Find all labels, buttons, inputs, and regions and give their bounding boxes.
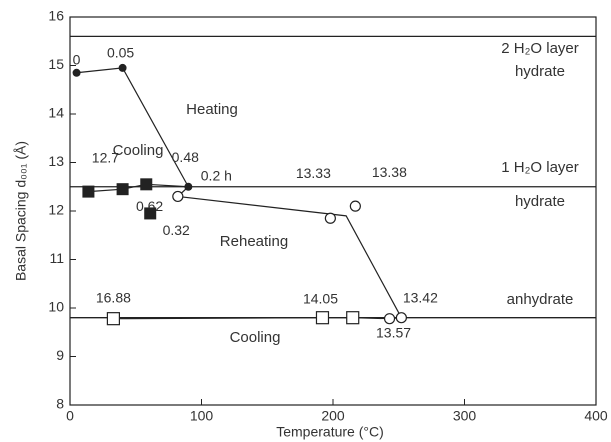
y-tick-label: 11 xyxy=(49,250,64,266)
point-label: 0.48 xyxy=(172,149,199,165)
point xyxy=(106,312,120,326)
x-tick-label: 0 xyxy=(66,408,74,424)
point xyxy=(324,212,336,224)
y-tick-label: 9 xyxy=(56,347,64,363)
y-axis-label: Basal Spacing d₀₀₁ (Å) xyxy=(13,141,29,281)
point xyxy=(172,190,184,203)
point xyxy=(118,63,127,72)
x-tick-label: 300 xyxy=(453,408,477,424)
x-tick-label: 200 xyxy=(321,408,345,424)
annotation: 1 H₂O layer xyxy=(501,159,579,176)
point xyxy=(82,185,95,198)
point-label: 13.57 xyxy=(376,324,411,340)
connector-line xyxy=(176,186,402,318)
point-label: 14.05 xyxy=(303,290,338,306)
y-tick-label: 12 xyxy=(48,202,64,218)
y-tick-label: 14 xyxy=(48,105,64,121)
point xyxy=(383,313,396,325)
annotation: hydrate xyxy=(515,193,565,210)
point xyxy=(315,311,330,325)
annotation: Heating xyxy=(186,101,238,118)
point-label: 0.2 h xyxy=(201,167,232,183)
x-tick-label: 400 xyxy=(584,408,608,424)
point xyxy=(346,311,360,325)
x-tick-label: 100 xyxy=(190,408,214,424)
point-label: 12.7 xyxy=(92,149,119,165)
y-tick-label: 15 xyxy=(48,56,64,72)
point xyxy=(144,207,157,220)
y-tick-label: 8 xyxy=(56,396,64,412)
point-label: 13.42 xyxy=(403,289,438,305)
point-label: 0.32 xyxy=(163,222,190,238)
point xyxy=(72,68,81,77)
point xyxy=(184,182,193,191)
point xyxy=(116,183,129,196)
annotation: 2 H₂O layer xyxy=(501,40,579,57)
annotation: anhydrate xyxy=(507,291,574,308)
annotation: Reheating xyxy=(220,233,288,250)
point-label: 13.38 xyxy=(372,164,407,180)
connector-line xyxy=(76,67,189,188)
y-tick-label: 16 xyxy=(48,8,64,24)
point-label: 16.88 xyxy=(96,289,131,305)
y-tick-label: 10 xyxy=(48,299,64,315)
point-label: 0 xyxy=(73,51,81,67)
point xyxy=(349,200,361,212)
annotation: Cooling xyxy=(230,329,281,346)
point-label: 0.05 xyxy=(107,45,134,61)
point-label: 13.33 xyxy=(296,165,331,181)
point xyxy=(395,312,407,324)
y-tick-label: 13 xyxy=(48,153,64,169)
x-axis-label: Temperature (°C) xyxy=(276,424,384,440)
point xyxy=(140,178,153,191)
annotation: hydrate xyxy=(515,63,565,80)
connector-line xyxy=(88,183,189,193)
annotation: Cooling xyxy=(113,142,164,159)
point-label: 0.62 xyxy=(136,198,163,214)
